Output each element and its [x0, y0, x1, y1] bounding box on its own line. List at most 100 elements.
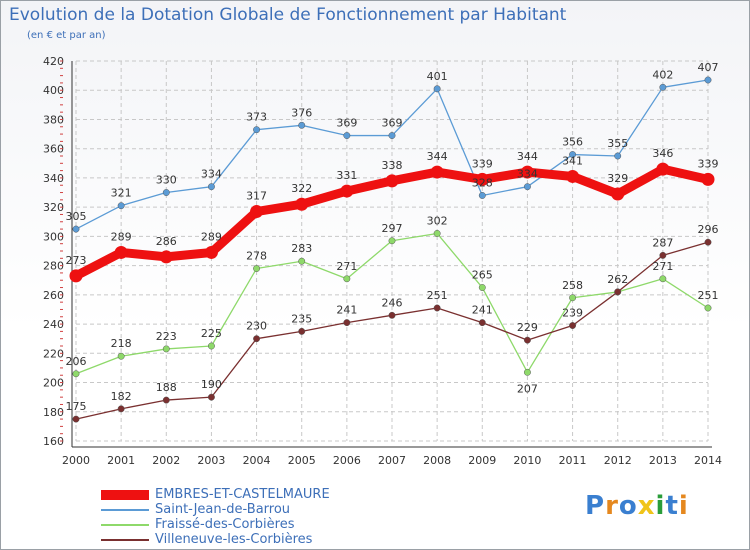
legend: EMBRES-ET-CASTELMAURE Saint-Jean-de-Barr… — [101, 487, 330, 547]
data-point — [253, 265, 261, 272]
y-tick-label: 340 — [43, 172, 64, 185]
data-point — [69, 269, 83, 283]
data-label: 262 — [607, 273, 628, 286]
data-label: 344 — [517, 150, 538, 163]
data-label: 239 — [562, 307, 583, 320]
logo-letter: x — [637, 491, 656, 521]
data-point — [117, 405, 125, 413]
series-lines — [69, 76, 715, 423]
data-point — [253, 126, 261, 134]
data-point — [523, 183, 531, 191]
data-point — [569, 322, 577, 329]
data-point — [520, 165, 534, 179]
legend-swatch-saint-jean — [101, 508, 149, 511]
logo-letter: t — [665, 491, 679, 521]
legend-item: EMBRES-ET-CASTELMAURE — [101, 487, 330, 502]
data-point — [385, 174, 399, 188]
x-tick-label: 2011 — [559, 454, 587, 467]
data-point — [295, 197, 309, 211]
data-label: 207 — [517, 382, 538, 395]
x-tick-label: 2012 — [604, 454, 632, 467]
data-label: 241 — [336, 304, 357, 317]
data-point — [523, 336, 531, 344]
logo-letter: i — [678, 491, 689, 521]
data-point — [704, 304, 712, 312]
data-point — [433, 230, 441, 237]
data-point — [340, 184, 354, 198]
legend-label: Villeneuve-les-Corbières — [155, 532, 313, 547]
data-point — [117, 202, 125, 210]
data-label: 286 — [156, 235, 177, 248]
data-label: 338 — [382, 159, 403, 172]
data-point — [569, 151, 577, 158]
y-tick-label: 200 — [43, 377, 64, 390]
chart-subtitle: (en € et par an) — [27, 30, 106, 41]
data-label: 271 — [652, 260, 673, 273]
data-point — [704, 238, 712, 246]
logo-letter: r — [605, 491, 619, 521]
data-label: 278 — [246, 250, 267, 263]
logo-letter: o — [618, 491, 638, 521]
data-point — [253, 335, 261, 343]
legend-swatch-embres — [101, 489, 149, 500]
x-tick-label: 2014 — [694, 454, 722, 467]
legend-label: Fraissé-des-Corbières — [155, 517, 295, 532]
data-point — [656, 162, 670, 176]
legend-item: Fraissé-des-Corbières — [101, 517, 330, 532]
data-label: 283 — [291, 242, 312, 255]
data-point — [433, 85, 441, 93]
data-label: 182 — [111, 390, 132, 403]
data-label: 235 — [291, 312, 312, 325]
data-label: 330 — [156, 174, 177, 187]
data-label: 206 — [66, 355, 87, 368]
proxiti-logo: Proxiti — [585, 491, 689, 521]
data-label: 341 — [562, 154, 583, 167]
data-label: 339 — [698, 157, 719, 170]
data-point — [523, 368, 531, 376]
data-point — [388, 237, 396, 245]
data-point — [478, 192, 486, 199]
data-label: 175 — [66, 400, 87, 413]
data-label: 225 — [201, 327, 222, 340]
data-label: 376 — [291, 106, 312, 119]
data-point — [388, 311, 396, 319]
y-tick-label: 240 — [43, 318, 64, 331]
data-label: 334 — [201, 168, 222, 181]
data-point — [204, 245, 218, 259]
data-labels: 305 321 330 334 373 376 369 369 401 328 334 356 355 4… — [66, 61, 719, 413]
legend-label: Saint-Jean-de-Barrou — [155, 502, 291, 517]
data-point — [298, 121, 306, 129]
data-point — [433, 304, 441, 312]
data-label: 251 — [427, 289, 448, 302]
data-label: 407 — [698, 61, 719, 74]
data-label: 246 — [382, 296, 403, 309]
data-point — [704, 76, 712, 84]
legend-item: Saint-Jean-de-Barrou — [101, 502, 330, 517]
x-tick-label: 2010 — [513, 454, 541, 467]
data-label: 188 — [156, 381, 177, 394]
data-label: 241 — [472, 304, 493, 317]
axes: 160 180 200 220 240 260 280 300 320 340 360 380 400 4… — [43, 55, 722, 467]
legend-item: Villeneuve-les-Corbières — [101, 532, 330, 547]
data-label: 328 — [472, 176, 493, 189]
data-label: 305 — [66, 210, 87, 223]
data-label: 346 — [652, 147, 673, 160]
data-point — [614, 152, 622, 160]
data-label: 402 — [652, 68, 673, 81]
data-label: 296 — [698, 223, 719, 236]
logo-letter: P — [585, 491, 606, 521]
data-label: 401 — [427, 70, 448, 83]
data-label: 331 — [336, 169, 357, 182]
y-tick-label: 360 — [43, 143, 64, 156]
data-label: 265 — [472, 269, 493, 282]
data-point — [162, 396, 170, 404]
data-point — [430, 165, 444, 179]
y-tick-label: 220 — [43, 347, 64, 360]
data-point — [659, 275, 667, 283]
data-point — [162, 189, 170, 196]
data-label: 273 — [66, 254, 87, 267]
data-point — [478, 284, 486, 291]
x-tick-label: 2013 — [649, 454, 677, 467]
